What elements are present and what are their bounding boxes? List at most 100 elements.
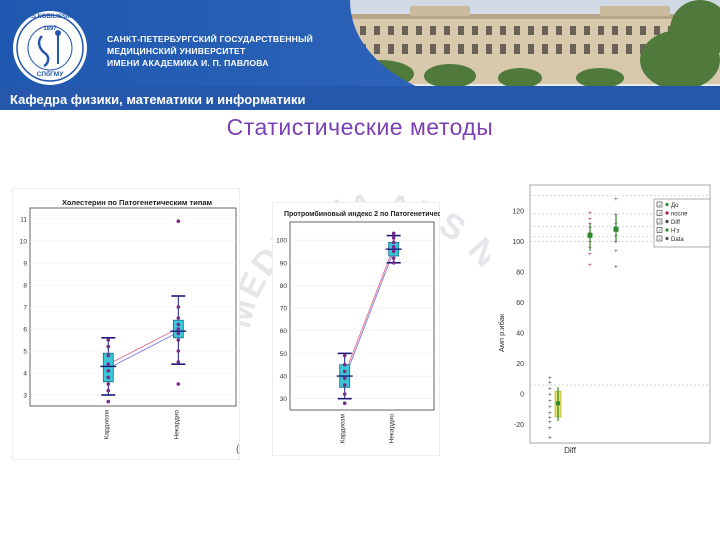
legend-marker — [665, 219, 669, 224]
y-tick-label: 8 — [23, 283, 27, 290]
chart-prothrombin: Протромбиновый индекс 2 по Патогенетичес… — [271, 201, 477, 461]
legend-label: До — [671, 203, 679, 209]
stray-glyph: ( — [236, 444, 240, 455]
y-tick-label: 100 — [276, 238, 287, 245]
legend-marker — [665, 202, 669, 207]
y-tick-label: 80 — [280, 283, 288, 290]
legend-checkbox — [656, 218, 663, 225]
data-point — [391, 249, 396, 254]
university-name-line: САНКТ-ПЕТЕРБУРГСКИЙ ГОСУДАРСТВЕННЫЙ — [107, 34, 314, 44]
university-name-line: МЕДИЦИНСКИЙ УНИВЕРСИТЕТ — [107, 46, 246, 56]
y-tick-label: 70 — [280, 306, 288, 313]
data-point: + — [548, 398, 552, 405]
data-point — [176, 349, 181, 353]
header-banner: ARS NOBILISSIMA 1897 СПбГМУ САНКТ-ПЕТЕРБ… — [0, 0, 720, 110]
y-tick-label: 90 — [280, 260, 288, 267]
data-point — [106, 399, 111, 404]
y-tick-label: 30 — [280, 396, 288, 403]
data-point — [106, 375, 111, 380]
data-point — [342, 369, 347, 374]
data-point — [391, 256, 396, 261]
data-point: + — [548, 379, 552, 386]
y-tick-label: 120 — [512, 208, 524, 215]
slide-title: Статистические методы — [226, 114, 494, 140]
data-point — [391, 236, 396, 240]
data-point: + — [548, 425, 552, 432]
check-icon: ✓ — [658, 211, 662, 216]
y-tick-label: 5 — [23, 349, 27, 356]
y-tick-label: 7 — [23, 305, 27, 312]
data-point: + — [548, 419, 552, 426]
mean-marker — [613, 226, 619, 232]
data-point — [391, 260, 396, 265]
y-tick-label: 100 — [512, 239, 524, 246]
y-tick-label: 60 — [516, 300, 524, 307]
data-point: + — [588, 262, 592, 269]
data-point — [176, 327, 181, 331]
data-point — [106, 338, 111, 342]
data-point — [342, 353, 347, 358]
y-tick-label: 11 — [20, 217, 27, 224]
data-point: + — [614, 248, 618, 255]
data-point — [176, 322, 181, 327]
data-point: + — [548, 392, 552, 399]
data-point — [391, 240, 396, 245]
data-point — [176, 382, 181, 386]
check-icon: ✓ — [658, 220, 662, 225]
svg-text:СПбГМУ: СПбГМУ — [37, 70, 64, 78]
x-tick-label: Некардио — [173, 410, 180, 440]
header-background: ARS NOBILISSIMA 1897 СПбГМУ — [0, 0, 720, 110]
data-point — [176, 219, 181, 223]
data-point — [342, 362, 347, 367]
check-icon: ✓ — [658, 228, 662, 233]
check-icon: ✓ — [658, 203, 662, 208]
data-point: + — [588, 216, 592, 223]
data-point — [342, 376, 347, 381]
data-point: + — [548, 404, 552, 411]
data-point — [106, 382, 111, 386]
data-point — [391, 231, 396, 236]
chart-title: Протромбиновый индекс 2 по Патогенетичес… — [284, 210, 440, 218]
y-tick-label: 50 — [280, 351, 288, 358]
data-point — [106, 362, 111, 366]
legend-label: после — [671, 212, 688, 218]
data-point — [176, 331, 181, 336]
y-tick-label: 3 — [23, 393, 27, 400]
data-point — [106, 353, 111, 358]
chart-amplitude: Амп р.ибак Diff -20 0 20 40 60 80 100 120 + + + + +… — [490, 183, 712, 463]
data-point: + — [588, 251, 592, 258]
data-point: + — [548, 386, 552, 393]
university-logo: ARS NOBILISSIMA 1897 СПбГМУ — [13, 11, 87, 85]
x-tick-label: Кардиозм — [340, 413, 347, 443]
y-tick-label: 4 — [23, 371, 27, 378]
data-point — [176, 316, 181, 320]
y-tick-label: 0 — [520, 392, 524, 399]
data-point: + — [614, 196, 618, 203]
x-tick-label: Некардио — [389, 414, 396, 444]
data-point — [176, 305, 181, 309]
data-point: + — [614, 263, 618, 270]
y-tick-label: 10 — [20, 239, 28, 246]
data-point: + — [614, 239, 618, 246]
data-point — [391, 245, 396, 249]
mean-line — [344, 247, 395, 375]
data-point — [342, 401, 347, 406]
department-name: Кафедра физики, математики и информатики — [10, 92, 306, 107]
y-axis-label: Амп р.ибак — [497, 313, 506, 352]
mean-marker — [587, 232, 593, 238]
chart-title: Холестерин по Патогенетическим типам — [62, 198, 213, 207]
legend-label: Н'з — [671, 229, 679, 235]
y-tick-label: 80 — [516, 270, 524, 277]
y-tick-label: -20 — [514, 422, 524, 429]
data-point — [342, 392, 347, 396]
legend-checkbox — [656, 227, 663, 233]
legend-marker — [665, 228, 669, 232]
legend-label: Data — [671, 237, 684, 243]
legend-marker — [665, 236, 669, 241]
university-name: САНКТ-ПЕТЕРБУРГСКИЙ ГОСУДАРСТВЕННЫЙ МЕДИ… — [107, 33, 313, 69]
data-point: + — [548, 375, 552, 382]
logo-text: ARS NOBILISSIMA — [23, 14, 77, 20]
y-tick-label: 40 — [280, 374, 288, 381]
legend-checkbox — [656, 201, 663, 208]
box — [102, 352, 114, 383]
